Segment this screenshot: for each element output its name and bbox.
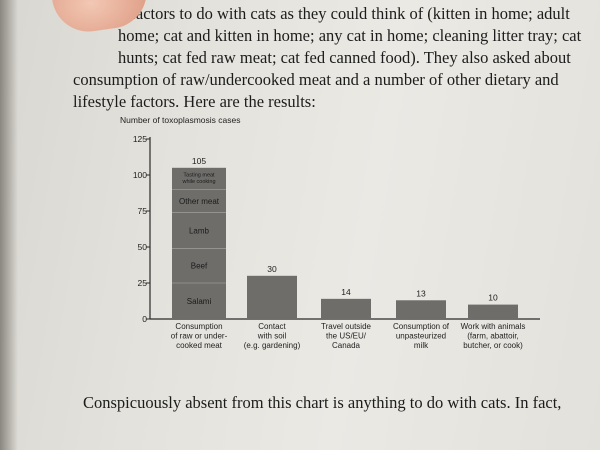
x-category-label: Work with animals [461,322,526,331]
y-tick-label: 0 [142,314,147,324]
x-category-label: Consumption of [393,322,450,331]
x-category-label: cooked meat [176,341,223,350]
bar-value-label: 105 [192,156,206,166]
segment-label: Other meat [179,197,220,206]
page-edge-shadow [0,0,18,450]
y-tick-label: 50 [138,242,148,252]
paragraph-footer-line: Conspicuously absent from this chart is … [83,393,562,412]
x-category-label: Contact [258,322,286,331]
bar [247,275,297,319]
bar [396,300,446,319]
paragraph-line-1: y factors to do with cats as they could … [118,4,570,23]
x-category-label: Canada [332,341,361,350]
bar [172,167,226,319]
bar-value-label: 10 [488,293,498,303]
chart-title: Number of toxoplasmosis cases [120,115,240,125]
paragraph-line-4: consumption of raw/undercooked meat and … [73,70,559,89]
x-category-label: (farm, abattoir, [467,332,519,341]
segment-label: Salami [187,297,212,306]
segment-label: Beef [191,262,208,271]
segment-label: while cooking [181,179,215,185]
x-category-label: milk [414,341,429,350]
x-category-label: Consumption [175,322,222,331]
paragraph-line-3: hunts; cat fed raw meat; cat fed canned … [118,48,571,67]
bar [468,304,518,319]
bar [321,298,371,319]
y-tick-label: 100 [133,170,147,180]
x-category-label: butcher, or cook) [463,341,523,350]
paragraph-line-2: home; cat and kitten in home; any cat in… [118,26,582,45]
x-category-label: of raw or under- [171,332,228,341]
y-tick-label: 25 [138,278,148,288]
segment-label: Tasting meat [183,173,215,179]
bar-value-label: 30 [267,264,277,274]
segment-label: Lamb [189,226,210,235]
x-category-label: the US/EU/ [326,332,367,341]
y-tick-label: 75 [138,206,148,216]
x-category-label: unpasteurized [396,332,446,341]
x-category-label: (e.g. gardening) [244,341,301,350]
y-tick-label: 125 [133,134,147,144]
bar-value-label: 14 [341,287,351,297]
paragraph-line-5: lifestyle factors. Here are the results: [73,92,316,111]
toxoplasmosis-bar-chart: Number of toxoplasmosis cases 0 25 50 75 100 1… [120,115,540,350]
x-category-label: with soil [257,332,287,341]
x-category-label: Travel outside [321,322,372,331]
bar-value-label: 13 [416,288,426,298]
